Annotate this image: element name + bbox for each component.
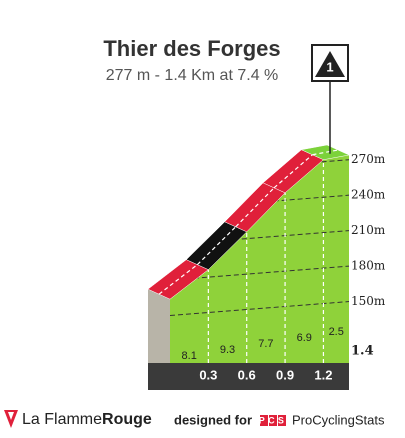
brand-bold: Rouge xyxy=(102,411,152,428)
strip-dash xyxy=(235,187,275,228)
strip-dash xyxy=(196,226,237,266)
grid-line xyxy=(170,265,349,281)
logo-box xyxy=(269,415,277,426)
designed-for: designed for xyxy=(174,412,252,427)
gradient-label: 9.3 xyxy=(220,344,235,356)
y-tick-label: 240m xyxy=(351,188,386,202)
profile-area xyxy=(170,155,349,363)
x-tick-label: 0.9 xyxy=(276,367,294,382)
x-tick-label: 0.6 xyxy=(238,367,256,382)
gradient-label: 7.7 xyxy=(258,338,273,350)
logo-box xyxy=(260,415,268,426)
footer: La FlammeRouge designed for PCS ProCycli… xyxy=(4,410,385,428)
strip-dash xyxy=(312,149,339,156)
brand-logo-cut xyxy=(8,412,14,420)
gradient-label: 6.9 xyxy=(297,332,312,344)
y-tick-label: 270m xyxy=(351,152,386,166)
y-tick-label: 180m xyxy=(351,259,386,273)
gradient-label: 8.1 xyxy=(182,350,197,362)
site-name: ProCyclingStats xyxy=(292,412,385,427)
brand-text: La FlammeRouge xyxy=(22,411,152,428)
x-tick-label: 1.2 xyxy=(314,367,332,382)
chart-subtitle: 277 m - 1.4 Km at 7.4 % xyxy=(106,67,279,84)
logo-text: PCS xyxy=(259,415,287,425)
badge-triangle xyxy=(315,51,345,77)
strip-dash xyxy=(273,154,313,189)
badge-label: 1 xyxy=(326,59,333,74)
y-tick-label: 210m xyxy=(351,223,386,237)
side-face xyxy=(148,289,170,363)
grid-line xyxy=(170,301,349,317)
base-band xyxy=(148,363,349,390)
gradient-strip xyxy=(300,144,350,160)
logo-box xyxy=(278,415,286,426)
x-tick-label: 1.4 xyxy=(351,344,374,359)
x-tick-label: 0.3 xyxy=(199,367,217,382)
brand: La Flamme xyxy=(22,411,102,428)
gradient-label: 2.5 xyxy=(329,326,344,338)
chart-title: Thier des Forges xyxy=(103,36,280,61)
grid-line xyxy=(170,230,349,246)
y-tick-label: 150m xyxy=(351,294,386,308)
climb-badge: 1 xyxy=(311,44,349,82)
strip-dash xyxy=(158,264,198,295)
